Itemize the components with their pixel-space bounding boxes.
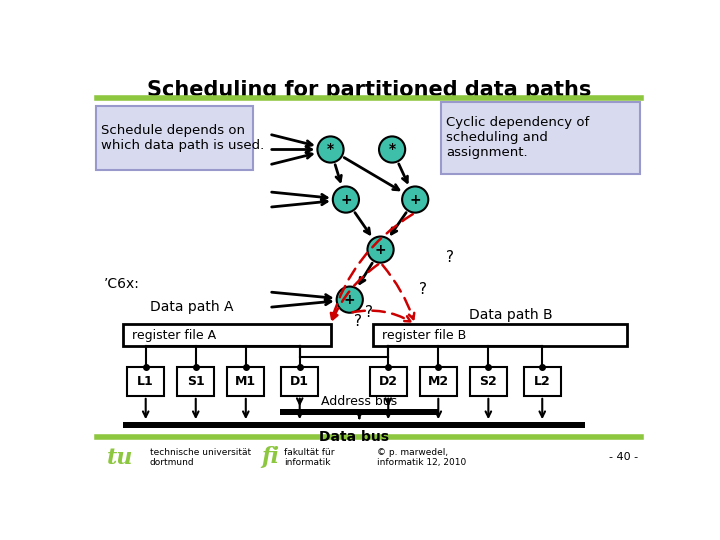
FancyBboxPatch shape	[228, 367, 264, 396]
Text: technische universität
dortmund: technische universität dortmund	[150, 448, 251, 467]
Text: Data path B: Data path B	[469, 308, 553, 322]
FancyBboxPatch shape	[122, 325, 330, 346]
Text: - 40 -: - 40 -	[609, 453, 639, 462]
FancyBboxPatch shape	[96, 106, 253, 170]
FancyBboxPatch shape	[177, 367, 215, 396]
Text: Data bus: Data bus	[319, 430, 389, 444]
Text: +: +	[340, 193, 351, 206]
Text: ?: ?	[365, 305, 373, 320]
Text: Data path A: Data path A	[150, 300, 233, 314]
Text: +: +	[344, 293, 356, 307]
Circle shape	[318, 137, 343, 163]
Text: tu: tu	[107, 447, 134, 469]
Text: *: *	[389, 143, 396, 157]
Circle shape	[379, 137, 405, 163]
Text: +: +	[374, 242, 387, 256]
Text: ?: ?	[354, 314, 361, 329]
FancyBboxPatch shape	[122, 422, 585, 428]
FancyBboxPatch shape	[370, 367, 407, 396]
Text: D2: D2	[379, 375, 397, 388]
Circle shape	[367, 237, 394, 262]
Text: L1: L1	[138, 375, 154, 388]
Text: Address bus: Address bus	[321, 395, 397, 408]
FancyBboxPatch shape	[282, 367, 318, 396]
Text: register file A: register file A	[132, 328, 216, 342]
Text: S1: S1	[187, 375, 204, 388]
Circle shape	[333, 186, 359, 213]
Text: register file B: register file B	[382, 328, 467, 342]
Text: M1: M1	[235, 375, 256, 388]
FancyBboxPatch shape	[420, 367, 456, 396]
Text: Schedule depends on
which data path is used.: Schedule depends on which data path is u…	[101, 124, 264, 152]
FancyBboxPatch shape	[281, 409, 438, 415]
FancyBboxPatch shape	[441, 102, 640, 174]
Circle shape	[337, 287, 363, 313]
Text: ?: ?	[419, 282, 427, 297]
Text: +: +	[410, 193, 421, 206]
FancyBboxPatch shape	[127, 367, 164, 396]
Text: fi: fi	[261, 447, 279, 469]
Text: S2: S2	[480, 375, 498, 388]
Text: © p. marwedel,
informatik 12, 2010: © p. marwedel, informatik 12, 2010	[377, 448, 466, 467]
FancyBboxPatch shape	[373, 325, 627, 346]
Text: *: *	[327, 143, 334, 157]
Text: D1: D1	[290, 375, 309, 388]
Text: L2: L2	[534, 375, 551, 388]
Text: ?: ?	[446, 250, 454, 265]
Text: ’C6x:: ’C6x:	[104, 277, 139, 291]
Text: M2: M2	[428, 375, 449, 388]
Text: Cyclic dependency of
scheduling and
assignment.: Cyclic dependency of scheduling and assi…	[446, 117, 589, 159]
Text: Scheduling for partitioned data paths: Scheduling for partitioned data paths	[147, 80, 591, 100]
FancyBboxPatch shape	[523, 367, 561, 396]
FancyBboxPatch shape	[470, 367, 507, 396]
Text: fakultät für
informatik: fakultät für informatik	[284, 448, 335, 467]
Circle shape	[402, 186, 428, 213]
